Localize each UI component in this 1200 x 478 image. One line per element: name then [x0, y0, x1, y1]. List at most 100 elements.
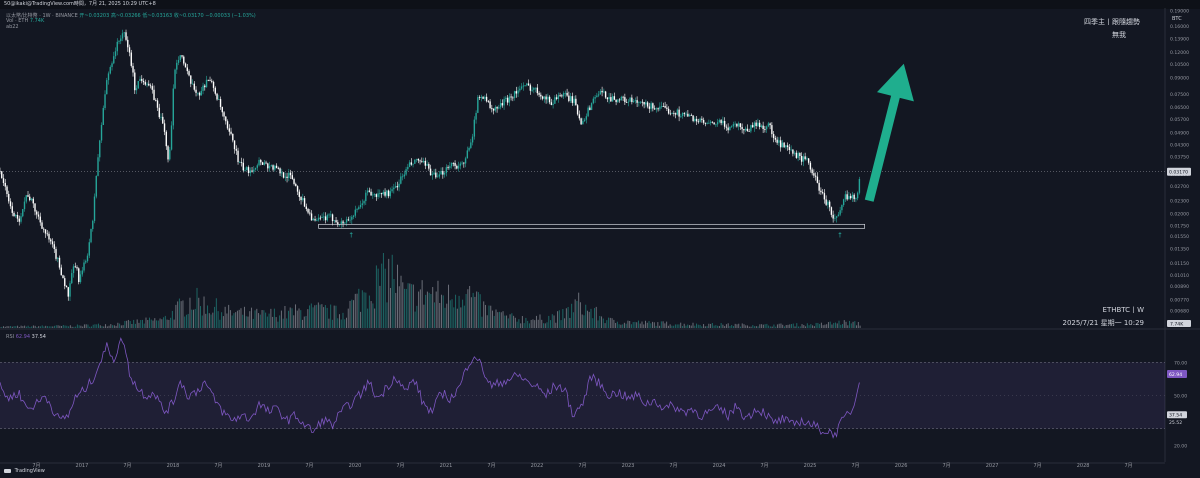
candle-body [751, 125, 754, 128]
candle-body [557, 95, 560, 99]
candle-body [202, 85, 204, 91]
candle-body [732, 124, 735, 127]
projection-arrow [864, 63, 914, 202]
volume-bar [321, 304, 323, 328]
volume-bar [389, 287, 391, 328]
volume-bar [175, 304, 177, 328]
candle-body [51, 241, 54, 245]
volume-bar [363, 292, 365, 328]
candle-body [522, 85, 525, 87]
volume-bar [147, 320, 149, 328]
volume-bar [780, 323, 782, 328]
candle-body [417, 158, 420, 161]
volume-bar [94, 324, 96, 328]
volume-bar [764, 324, 766, 328]
candle-body [457, 165, 460, 169]
volume-bar [323, 307, 325, 328]
candle-body [163, 123, 166, 132]
candle-body [30, 198, 33, 201]
datetime-label: 2025/7/21 星期一 10:29 [1062, 319, 1144, 327]
volume-bar [602, 318, 604, 328]
candle-body [422, 160, 425, 163]
candle-body [753, 122, 756, 128]
volume-bar [738, 323, 740, 328]
volume-bar [402, 282, 404, 328]
candle-body [116, 41, 118, 52]
candle-body [562, 93, 565, 97]
volume-bar [676, 324, 678, 328]
volume-bar [11, 326, 13, 328]
candle-body [324, 216, 327, 221]
volume-tag [1167, 320, 1191, 327]
volume-bar [133, 319, 135, 328]
candle-body [503, 98, 505, 106]
candle-body [580, 118, 582, 125]
candle-body [256, 165, 258, 168]
candle-body [167, 146, 169, 160]
price-tick-label: 0.00890 [1170, 284, 1189, 290]
volume-bar [69, 325, 71, 328]
candle-body [566, 92, 568, 96]
candle-body [228, 128, 230, 132]
candle-body [776, 139, 778, 143]
candle-body [344, 222, 346, 224]
time-tick-label: 2021 [440, 463, 453, 469]
volume-bar [660, 321, 662, 328]
volume-bar [166, 319, 168, 328]
candle-body [646, 102, 649, 107]
candle-body [76, 267, 78, 269]
volume-bar [553, 315, 555, 328]
candle-body [496, 107, 498, 109]
volume-bar [214, 306, 216, 328]
candle-body [547, 96, 549, 100]
candle-body [225, 116, 227, 122]
candle-body [622, 96, 624, 98]
candle-body [678, 109, 680, 117]
time-tick-label: 2022 [531, 463, 544, 469]
candle-body [387, 190, 390, 197]
candle-body [473, 119, 476, 137]
volume-bar [528, 323, 530, 328]
candle-body [83, 262, 85, 271]
candle-body [825, 199, 827, 205]
candle-body [548, 96, 551, 103]
volume-bar [411, 284, 413, 328]
volume-bar [391, 254, 393, 328]
candle-body [109, 67, 111, 74]
candle-body [592, 98, 595, 104]
volume-bar [627, 320, 629, 328]
candle-body [695, 118, 698, 122]
candle-body [415, 158, 418, 160]
candle-body [212, 81, 215, 88]
volume-bar [579, 302, 581, 328]
candle-body [856, 192, 859, 199]
candle-body [741, 127, 743, 130]
candle-body [289, 172, 292, 176]
candle-body [470, 142, 472, 148]
volume-bar [718, 325, 720, 328]
candle-body [214, 87, 216, 94]
volume-bar [541, 319, 543, 328]
volume-bar [509, 314, 511, 328]
volume-bar [398, 286, 400, 328]
candle-body [389, 191, 392, 197]
volume-bar [171, 310, 173, 328]
volume-bar [24, 325, 26, 328]
volume-bar [360, 311, 362, 328]
price-tick-label: 0.01010 [1170, 273, 1189, 279]
volume-bar [388, 258, 390, 328]
candle-body [321, 216, 323, 218]
rsi-tick-label: 20.00 [1174, 443, 1187, 449]
candle-body [720, 120, 722, 124]
candle-body [461, 162, 463, 164]
candle-body [379, 193, 381, 195]
volume-bar [242, 314, 244, 328]
candle-body [144, 82, 146, 85]
volume-bar [145, 317, 147, 328]
volume-bar [386, 302, 388, 328]
candle-body [386, 190, 388, 196]
volume-bar [200, 306, 202, 328]
candle-body [674, 113, 677, 115]
volume-bar [666, 321, 668, 328]
